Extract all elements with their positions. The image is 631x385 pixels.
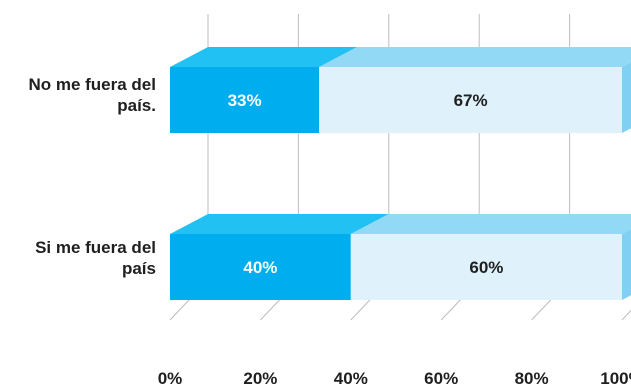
category-label: Si me fuera del — [35, 238, 156, 257]
bars — [170, 47, 631, 300]
category-label: país. — [117, 96, 156, 115]
data-label: 40% — [243, 258, 277, 277]
category-label: país — [122, 259, 156, 278]
labels: 0% 20% 40% 60% 80% 100% 33% 67% No me fuera del p… — [28, 75, 631, 385]
x-tick-label: 100% — [600, 369, 631, 385]
bar-top-face — [350, 214, 631, 234]
bar-top-face — [319, 47, 631, 67]
x-tick-label: 40% — [334, 369, 368, 385]
bar-segment — [170, 234, 351, 300]
category-label: No me fuera del — [28, 75, 156, 94]
data-label: 67% — [454, 91, 488, 110]
x-tick-label: 20% — [243, 369, 277, 385]
bar-top-face — [170, 47, 358, 67]
bar-side-face — [622, 62, 631, 133]
data-label: 33% — [228, 91, 262, 110]
bar-segment — [319, 67, 622, 133]
bar-top-face — [170, 214, 389, 234]
x-tick-label: 80% — [515, 369, 549, 385]
x-tick-label: 0% — [158, 369, 183, 385]
x-tick-label: 60% — [424, 369, 458, 385]
bar-side-face — [622, 229, 631, 300]
bar-segment — [170, 67, 320, 133]
bar-segment — [350, 234, 622, 300]
data-label: 60% — [469, 258, 503, 277]
